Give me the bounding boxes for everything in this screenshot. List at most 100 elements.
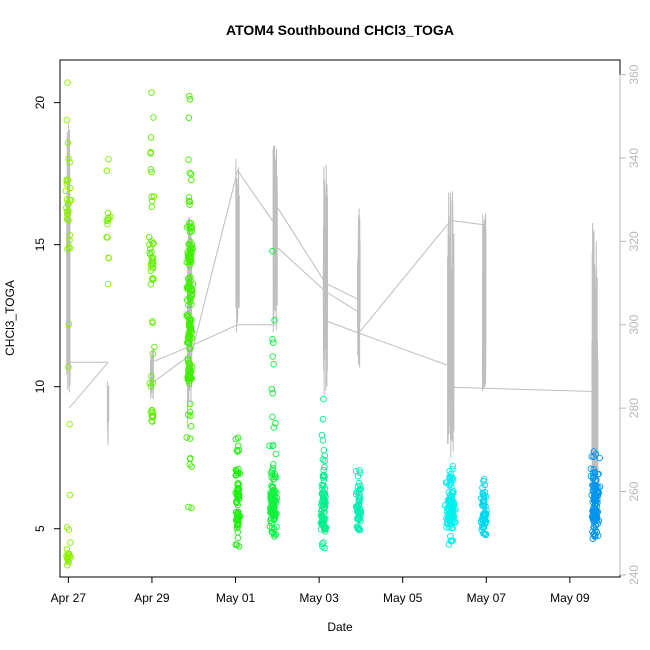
gray-trace-span (106, 381, 110, 445)
data-point (233, 511, 241, 518)
data-point (268, 482, 275, 490)
data-point (443, 523, 450, 531)
data-point (103, 167, 111, 175)
data-point (148, 407, 156, 414)
data-point (319, 490, 326, 497)
data-point (63, 524, 71, 531)
data-point (266, 523, 274, 530)
data-point (481, 481, 489, 489)
data-point (187, 454, 194, 462)
data-point (320, 515, 328, 522)
data-point (64, 550, 71, 557)
data-point (150, 275, 157, 283)
data-point (270, 424, 278, 431)
data-point (63, 180, 71, 188)
data-point (185, 156, 192, 163)
data-point (445, 496, 453, 504)
data-point (186, 169, 193, 177)
x-axis-title: Date (327, 620, 353, 634)
data-point (63, 116, 71, 124)
data-point (66, 236, 73, 244)
data-point (356, 510, 363, 518)
data-point (186, 92, 193, 100)
y-tick-label: 10 (33, 380, 47, 394)
data-point (105, 155, 112, 163)
data-point (447, 537, 454, 545)
data-point (233, 471, 240, 479)
data-point (64, 216, 71, 223)
data-point (150, 240, 157, 247)
data-point (187, 245, 195, 253)
data-point (146, 380, 153, 387)
data-point (148, 203, 156, 211)
data-point (449, 524, 456, 532)
data-point (145, 233, 153, 241)
data-point (479, 502, 486, 509)
data-point (104, 209, 112, 217)
data-point (352, 467, 360, 475)
gray-trace-connector (274, 245, 360, 313)
data-point (187, 170, 195, 178)
data-point (184, 311, 191, 318)
data-point (271, 317, 278, 324)
data-point (269, 442, 276, 450)
data-point (148, 418, 156, 425)
data-point (318, 512, 326, 519)
data-point (183, 296, 191, 304)
data-point (588, 453, 595, 460)
data-point (591, 469, 599, 476)
data-point (591, 512, 598, 520)
data-point (67, 184, 74, 192)
data-point (448, 519, 455, 527)
data-point (320, 471, 327, 479)
data-point (187, 298, 194, 305)
data-point (64, 79, 71, 86)
data-point (590, 466, 597, 473)
data-point (65, 207, 72, 215)
data-point (591, 524, 598, 532)
data-point (66, 159, 73, 166)
data-point (354, 504, 362, 512)
data-point (480, 500, 488, 507)
data-point (235, 543, 243, 550)
data-point (232, 541, 239, 549)
data-point (447, 497, 454, 505)
data-point (590, 495, 597, 502)
data-point (185, 197, 193, 205)
data-point (235, 442, 242, 449)
data-point (64, 176, 72, 184)
data-point (185, 114, 193, 122)
data-point (272, 420, 279, 427)
data-point (233, 524, 241, 532)
data-point (149, 274, 156, 282)
data-point (150, 114, 157, 121)
data-point (450, 489, 457, 497)
data-point (266, 442, 273, 449)
data-point (184, 357, 192, 364)
data-point (186, 319, 194, 327)
data-point (271, 473, 279, 480)
y2-tick-label: 320 (627, 231, 641, 251)
gray-trace-span (357, 208, 361, 368)
data-point (184, 339, 192, 346)
data-point (587, 472, 595, 480)
data-point (319, 519, 327, 526)
data-point (594, 499, 601, 507)
data-point (187, 423, 195, 430)
data-point (273, 489, 280, 496)
data-point (234, 528, 241, 536)
data-point (148, 168, 155, 176)
x-tick-label: Apr 27 (51, 591, 87, 605)
data-point (185, 194, 193, 201)
gray-trace-connector (450, 386, 595, 392)
scatter-layer (62, 79, 604, 569)
gray-trace-connector (68, 361, 109, 409)
data-point (64, 245, 71, 253)
data-point (188, 285, 195, 292)
data-point (64, 139, 72, 147)
data-point (268, 528, 276, 536)
data-point (269, 413, 276, 421)
data-point (481, 516, 489, 523)
data-point (66, 231, 74, 239)
data-point (188, 301, 195, 308)
